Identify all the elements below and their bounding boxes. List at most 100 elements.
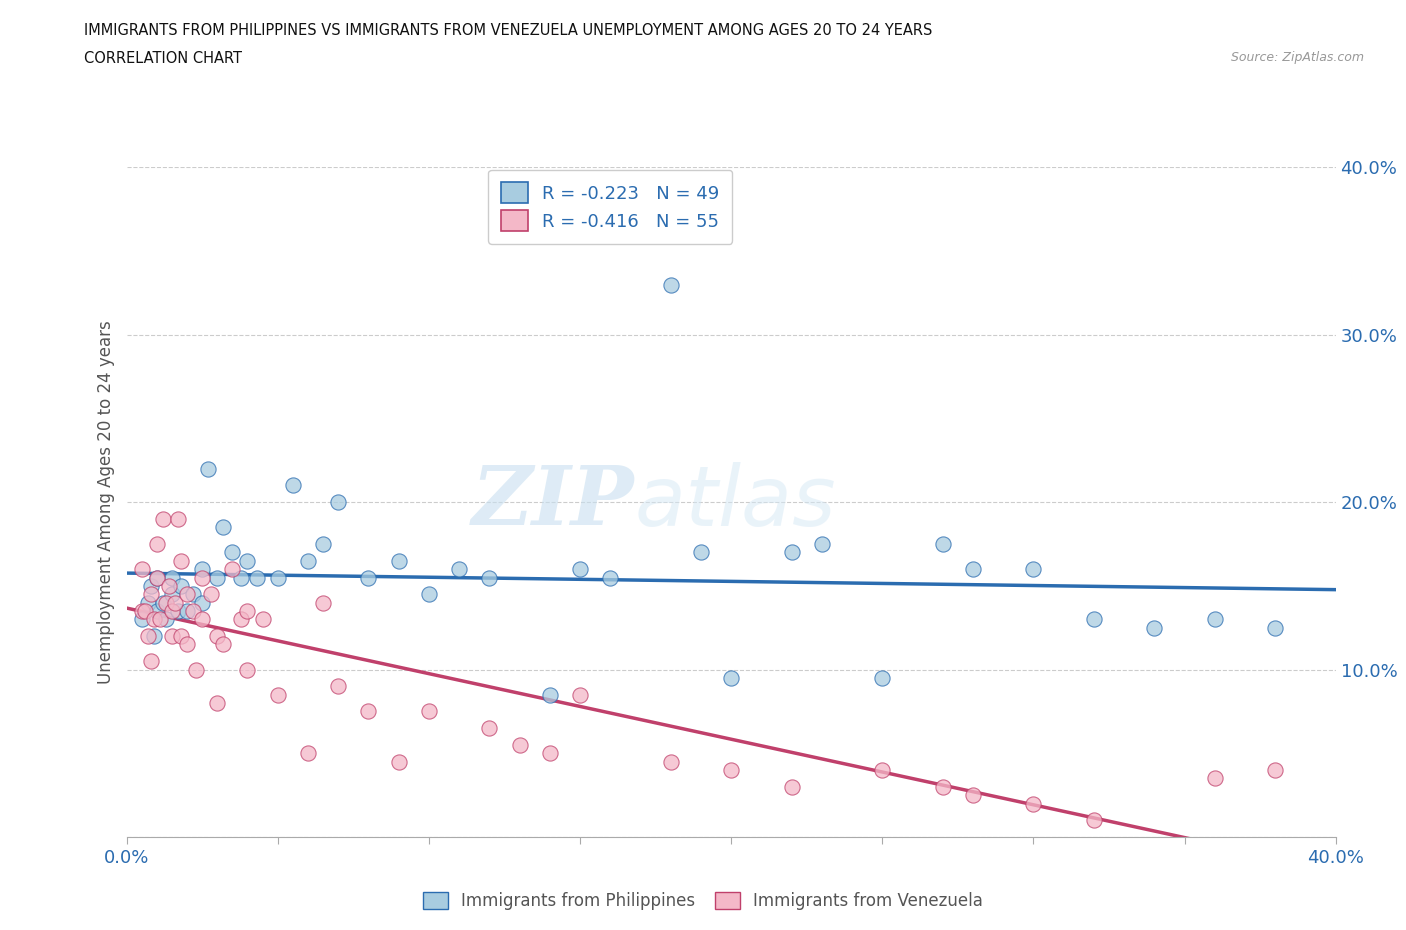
Point: [157, 578, 180, 593]
Point: [568, 687, 592, 702]
Point: [236, 662, 259, 677]
Point: [932, 537, 955, 551]
Point: [932, 779, 955, 794]
Point: [152, 512, 174, 526]
Point: [478, 570, 501, 585]
Point: [181, 587, 204, 602]
Point: [146, 570, 169, 585]
Point: [131, 604, 153, 618]
Point: [236, 604, 259, 618]
Point: [142, 612, 165, 627]
Point: [142, 629, 165, 644]
Point: [267, 570, 290, 585]
Point: [146, 604, 169, 618]
Point: [170, 629, 193, 644]
Point: [170, 553, 193, 568]
Point: [418, 704, 440, 719]
Point: [872, 671, 894, 685]
Point: [780, 545, 803, 560]
Point: [205, 629, 228, 644]
Point: [326, 495, 350, 510]
Point: [1083, 612, 1105, 627]
Point: [191, 595, 214, 610]
Point: [326, 679, 350, 694]
Point: [509, 737, 531, 752]
Point: [176, 637, 198, 652]
Point: [221, 545, 243, 560]
Point: [160, 629, 183, 644]
Point: [297, 746, 319, 761]
Point: [538, 687, 561, 702]
Point: [780, 779, 803, 794]
Point: [205, 570, 228, 585]
Legend: R = -0.223   N = 49, R = -0.416   N = 55: R = -0.223 N = 49, R = -0.416 N = 55: [488, 170, 733, 244]
Point: [720, 671, 742, 685]
Point: [163, 595, 186, 610]
Point: [191, 570, 214, 585]
Point: [146, 570, 169, 585]
Point: [212, 637, 235, 652]
Point: [1204, 771, 1226, 786]
Point: [962, 788, 984, 803]
Point: [388, 754, 411, 769]
Point: [231, 612, 253, 627]
Point: [689, 545, 711, 560]
Point: [267, 687, 290, 702]
Point: [599, 570, 621, 585]
Text: CORRELATION CHART: CORRELATION CHART: [84, 51, 242, 66]
Point: [136, 629, 159, 644]
Point: [1264, 620, 1286, 635]
Point: [160, 570, 183, 585]
Point: [200, 587, 222, 602]
Point: [167, 512, 190, 526]
Point: [160, 587, 183, 602]
Y-axis label: Unemployment Among Ages 20 to 24 years: Unemployment Among Ages 20 to 24 years: [97, 320, 115, 684]
Point: [1022, 796, 1045, 811]
Point: [139, 587, 162, 602]
Point: [872, 763, 894, 777]
Point: [139, 578, 162, 593]
Point: [281, 478, 304, 493]
Point: [136, 595, 159, 610]
Point: [176, 604, 198, 618]
Point: [1083, 813, 1105, 828]
Point: [191, 562, 214, 577]
Point: [184, 662, 207, 677]
Point: [191, 612, 214, 627]
Point: [221, 562, 243, 577]
Point: [131, 612, 153, 627]
Text: IMMIGRANTS FROM PHILIPPINES VS IMMIGRANTS FROM VENEZUELA UNEMPLOYMENT AMONG AGES: IMMIGRANTS FROM PHILIPPINES VS IMMIGRANT…: [84, 23, 932, 38]
Point: [1204, 612, 1226, 627]
Point: [176, 587, 198, 602]
Point: [312, 537, 335, 551]
Point: [357, 704, 380, 719]
Point: [659, 754, 682, 769]
Point: [212, 520, 235, 535]
Point: [1143, 620, 1166, 635]
Point: [170, 578, 193, 593]
Text: atlas: atlas: [634, 461, 837, 543]
Point: [297, 553, 319, 568]
Point: [312, 595, 335, 610]
Legend: Immigrants from Philippines, Immigrants from Venezuela: Immigrants from Philippines, Immigrants …: [416, 885, 990, 917]
Point: [252, 612, 274, 627]
Point: [388, 553, 411, 568]
Point: [155, 612, 177, 627]
Point: [149, 612, 172, 627]
Point: [810, 537, 832, 551]
Point: [659, 277, 682, 292]
Point: [418, 587, 440, 602]
Point: [139, 654, 162, 669]
Point: [231, 570, 253, 585]
Point: [131, 562, 153, 577]
Point: [134, 604, 156, 618]
Point: [205, 696, 228, 711]
Point: [720, 763, 742, 777]
Point: [245, 570, 267, 585]
Point: [962, 562, 984, 577]
Point: [181, 604, 204, 618]
Point: [160, 604, 183, 618]
Point: [236, 553, 259, 568]
Point: [167, 604, 190, 618]
Point: [146, 537, 169, 551]
